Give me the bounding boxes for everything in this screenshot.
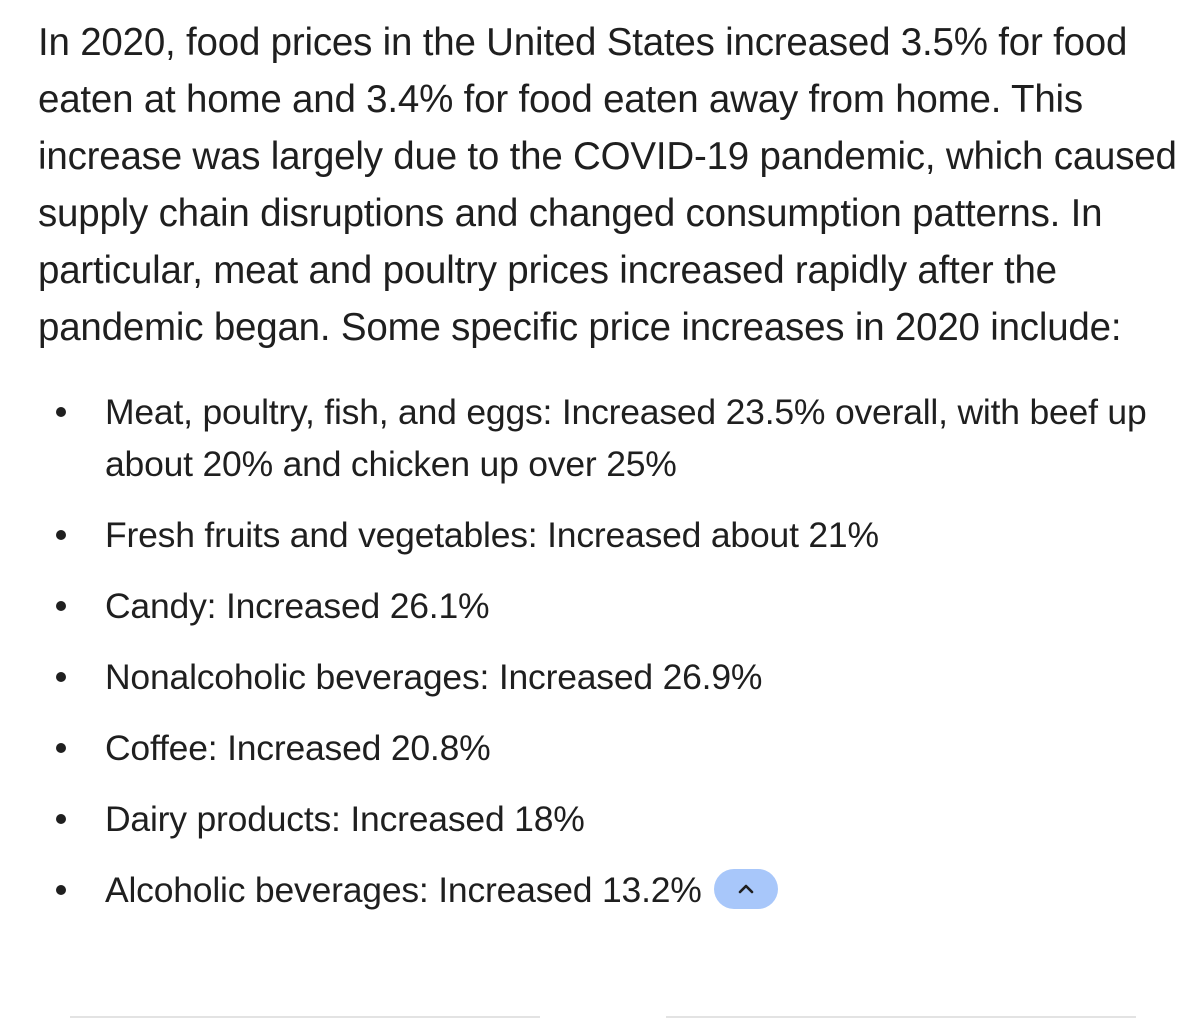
list-item-text: Alcoholic beverages: Increased 13.2% xyxy=(105,870,702,910)
list-item-text: Dairy products: Increased 18% xyxy=(105,799,585,839)
bullet-icon xyxy=(56,672,66,682)
list-item: Dairy products: Increased 18% xyxy=(38,793,1178,845)
bullet-icon xyxy=(56,814,66,824)
response-intro: In 2020, food prices in the United State… xyxy=(38,21,1177,349)
list-item: Nonalcoholic beverages: Increased 26.9% xyxy=(38,651,1178,703)
divider xyxy=(70,1016,540,1018)
bullet-icon xyxy=(56,530,66,540)
list-item: Fresh fruits and vegetables: Increased a… xyxy=(38,509,1178,561)
chevron-up-icon xyxy=(738,884,753,893)
bullet-icon xyxy=(56,743,66,753)
list-item-text: Nonalcoholic beverages: Increased 26.9% xyxy=(105,657,763,697)
collapse-sources-button[interactable] xyxy=(713,868,778,909)
bullet-icon xyxy=(56,601,66,611)
list-item-text: Fresh fruits and vegetables: Increased a… xyxy=(105,515,879,555)
list-item-text: Candy: Increased 26.1% xyxy=(105,586,490,626)
list-item: Coffee: Increased 20.8% xyxy=(38,722,1178,774)
bullet-icon xyxy=(56,407,66,417)
list-item-text: Coffee: Increased 20.8% xyxy=(105,728,491,768)
response-body: In 2020, food prices in the United State… xyxy=(38,14,1178,935)
list-item: Alcoholic beverages: Increased 13.2% xyxy=(38,864,1178,916)
divider xyxy=(666,1016,1136,1018)
list-item: Candy: Increased 26.1% xyxy=(38,580,1178,632)
list-item: Meat, poultry, fish, and eggs: Increased… xyxy=(38,386,1178,490)
list-item-text: Meat, poultry, fish, and eggs: Increased… xyxy=(105,392,1147,484)
bullet-icon xyxy=(56,885,66,895)
price-increase-list: Meat, poultry, fish, and eggs: Increased… xyxy=(38,386,1178,916)
